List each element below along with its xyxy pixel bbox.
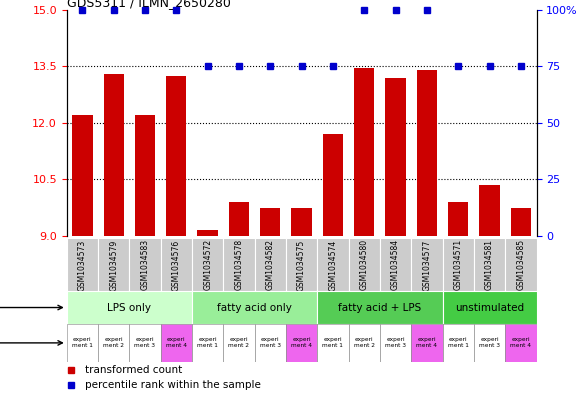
Text: GSM1034577: GSM1034577: [422, 239, 432, 290]
Bar: [411, 324, 443, 362]
Bar: [448, 202, 469, 236]
Text: experi
ment 4: experi ment 4: [510, 338, 531, 348]
Bar: [129, 238, 161, 291]
Text: experi
ment 3: experi ment 3: [135, 338, 155, 348]
Bar: [135, 115, 155, 236]
Text: experi
ment 1: experi ment 1: [322, 338, 343, 348]
Text: GSM1034575: GSM1034575: [297, 239, 306, 290]
Bar: [443, 291, 536, 324]
Bar: [255, 238, 286, 291]
Text: GSM1034582: GSM1034582: [266, 239, 275, 290]
Text: experi
ment 4: experi ment 4: [291, 338, 312, 348]
Bar: [192, 291, 317, 324]
Text: GSM1034579: GSM1034579: [109, 239, 118, 290]
Bar: [197, 230, 218, 236]
Text: transformed count: transformed count: [85, 365, 183, 375]
Text: experi
ment 3: experi ment 3: [385, 338, 406, 348]
Bar: [354, 68, 375, 236]
Bar: [67, 238, 98, 291]
Bar: [192, 324, 223, 362]
Text: other: other: [0, 338, 63, 348]
Text: GSM1034585: GSM1034585: [516, 239, 525, 290]
Bar: [98, 238, 129, 291]
Bar: [380, 238, 411, 291]
Text: experi
ment 1: experi ment 1: [72, 338, 93, 348]
Text: experi
ment 4: experi ment 4: [416, 338, 437, 348]
Bar: [72, 115, 93, 236]
Bar: [317, 324, 349, 362]
Text: experi
ment 1: experi ment 1: [448, 338, 469, 348]
Bar: [291, 208, 312, 236]
Bar: [255, 324, 286, 362]
Bar: [103, 74, 124, 236]
Text: GSM1034580: GSM1034580: [360, 239, 369, 290]
Text: experi
ment 2: experi ment 2: [103, 338, 124, 348]
Bar: [505, 238, 536, 291]
Bar: [443, 324, 474, 362]
Bar: [192, 238, 223, 291]
Bar: [385, 78, 406, 236]
Text: GSM1034576: GSM1034576: [172, 239, 181, 290]
Text: experi
ment 3: experi ment 3: [479, 338, 500, 348]
Bar: [416, 70, 437, 236]
Bar: [411, 238, 443, 291]
Bar: [510, 208, 531, 236]
Bar: [67, 291, 192, 324]
Text: GSM1034583: GSM1034583: [140, 239, 150, 290]
Text: unstimulated: unstimulated: [455, 303, 524, 312]
Bar: [479, 185, 500, 236]
Text: LPS only: LPS only: [107, 303, 151, 312]
Bar: [317, 238, 349, 291]
Bar: [474, 238, 505, 291]
Bar: [161, 238, 192, 291]
Bar: [349, 238, 380, 291]
Bar: [67, 324, 98, 362]
Bar: [229, 202, 249, 236]
Text: experi
ment 3: experi ment 3: [260, 338, 281, 348]
Text: experi
ment 2: experi ment 2: [229, 338, 249, 348]
Bar: [166, 76, 187, 236]
Text: GSM1034584: GSM1034584: [391, 239, 400, 290]
Bar: [349, 324, 380, 362]
Bar: [286, 324, 317, 362]
Bar: [286, 238, 317, 291]
Bar: [474, 324, 505, 362]
Text: GSM1034578: GSM1034578: [234, 239, 244, 290]
Text: GSM1034581: GSM1034581: [485, 239, 494, 290]
Bar: [129, 324, 161, 362]
Bar: [317, 291, 443, 324]
Text: GSM1034573: GSM1034573: [78, 239, 87, 290]
Text: GSM1034572: GSM1034572: [203, 239, 212, 290]
Text: fatty acid + LPS: fatty acid + LPS: [338, 303, 422, 312]
Bar: [505, 324, 536, 362]
Bar: [98, 324, 129, 362]
Text: GSM1034574: GSM1034574: [328, 239, 338, 290]
Bar: [223, 324, 255, 362]
Bar: [380, 324, 411, 362]
Text: experi
ment 2: experi ment 2: [354, 338, 375, 348]
Bar: [161, 324, 192, 362]
Bar: [260, 208, 281, 236]
Text: experi
ment 4: experi ment 4: [166, 338, 187, 348]
Text: protocol: protocol: [0, 303, 63, 312]
Bar: [443, 238, 474, 291]
Text: GSM1034571: GSM1034571: [454, 239, 463, 290]
Text: experi
ment 1: experi ment 1: [197, 338, 218, 348]
Text: fatty acid only: fatty acid only: [217, 303, 292, 312]
Text: GDS5311 / ILMN_2650280: GDS5311 / ILMN_2650280: [67, 0, 231, 9]
Bar: [223, 238, 255, 291]
Text: percentile rank within the sample: percentile rank within the sample: [85, 380, 262, 390]
Bar: [322, 134, 343, 236]
